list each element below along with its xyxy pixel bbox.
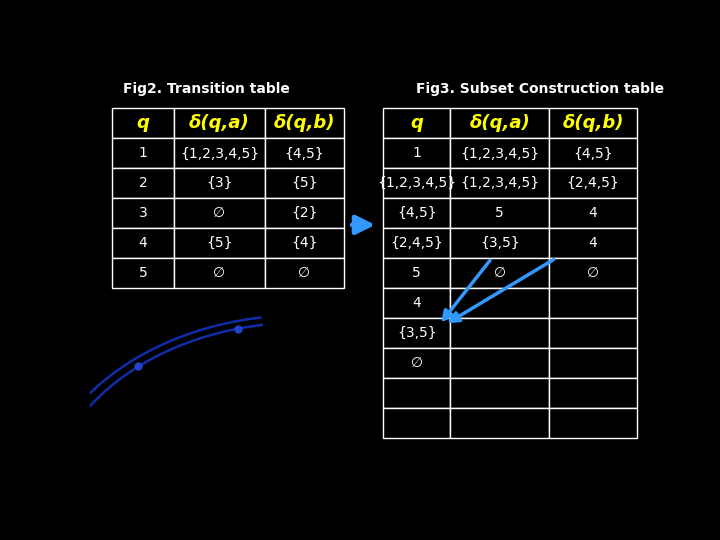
- Bar: [450, 318, 549, 348]
- Text: Fig2. Transition table: Fig2. Transition table: [124, 82, 290, 96]
- Text: δ(q,b): δ(q,b): [274, 114, 336, 132]
- Text: {5}: {5}: [292, 176, 318, 190]
- Text: {4,5}: {4,5}: [397, 206, 436, 220]
- Text: {5}: {5}: [206, 236, 233, 250]
- Text: 4: 4: [589, 236, 598, 250]
- Bar: [265, 168, 344, 198]
- Bar: [174, 228, 265, 258]
- Bar: [174, 198, 265, 228]
- Bar: [450, 198, 549, 228]
- Bar: [383, 318, 450, 348]
- Bar: [265, 198, 344, 228]
- Text: {1,2,3,4,5}: {1,2,3,4,5}: [460, 146, 539, 160]
- Bar: [549, 258, 636, 288]
- Bar: [383, 138, 450, 168]
- Text: {3}: {3}: [206, 176, 233, 190]
- Text: 5: 5: [139, 266, 148, 280]
- Bar: [112, 109, 174, 138]
- Bar: [383, 228, 450, 258]
- Bar: [265, 228, 344, 258]
- Text: {2}: {2}: [292, 206, 318, 220]
- Bar: [265, 138, 344, 168]
- Text: ∅: ∅: [410, 356, 423, 370]
- Bar: [549, 168, 636, 198]
- Bar: [383, 258, 450, 288]
- Text: 4: 4: [413, 296, 421, 310]
- Text: 1: 1: [412, 146, 421, 160]
- Text: {1,2,3,4,5}: {1,2,3,4,5}: [377, 176, 456, 190]
- Text: {2,4,5}: {2,4,5}: [390, 236, 443, 250]
- Bar: [549, 288, 636, 318]
- Bar: [549, 198, 636, 228]
- Text: {1,2,3,4,5}: {1,2,3,4,5}: [460, 176, 539, 190]
- Text: ∅: ∅: [299, 266, 310, 280]
- Bar: [265, 109, 344, 138]
- Bar: [450, 348, 549, 378]
- Bar: [450, 228, 549, 258]
- Bar: [549, 408, 636, 438]
- Bar: [265, 258, 344, 288]
- Bar: [112, 138, 174, 168]
- Bar: [174, 168, 265, 198]
- Bar: [549, 228, 636, 258]
- Bar: [549, 138, 636, 168]
- Text: 5: 5: [413, 266, 421, 280]
- Bar: [383, 348, 450, 378]
- Bar: [450, 109, 549, 138]
- Bar: [450, 408, 549, 438]
- Bar: [112, 198, 174, 228]
- Text: {4,5}: {4,5}: [284, 146, 324, 160]
- Bar: [450, 168, 549, 198]
- Bar: [549, 109, 636, 138]
- Text: 5: 5: [495, 206, 504, 220]
- Bar: [450, 288, 549, 318]
- Bar: [112, 228, 174, 258]
- Text: {4}: {4}: [292, 236, 318, 250]
- Bar: [450, 378, 549, 408]
- Bar: [450, 138, 549, 168]
- Text: ∅: ∅: [213, 206, 225, 220]
- Text: 1: 1: [138, 146, 148, 160]
- Bar: [549, 348, 636, 378]
- Text: 4: 4: [589, 206, 598, 220]
- Text: q: q: [410, 114, 423, 132]
- Bar: [450, 258, 549, 288]
- Bar: [383, 198, 450, 228]
- Text: {1,2,3,4,5}: {1,2,3,4,5}: [180, 146, 259, 160]
- Bar: [383, 168, 450, 198]
- Text: ∅: ∅: [494, 266, 506, 280]
- Text: {3,5}: {3,5}: [397, 326, 436, 340]
- Text: δ(q,b): δ(q,b): [562, 114, 624, 132]
- Bar: [174, 138, 265, 168]
- Text: 3: 3: [139, 206, 148, 220]
- Bar: [549, 318, 636, 348]
- Text: ∅: ∅: [213, 266, 225, 280]
- Bar: [174, 109, 265, 138]
- Bar: [383, 408, 450, 438]
- Text: Fig3. Subset Construction table: Fig3. Subset Construction table: [416, 82, 665, 96]
- Text: 4: 4: [139, 236, 148, 250]
- Bar: [383, 378, 450, 408]
- Bar: [383, 288, 450, 318]
- Text: {3,5}: {3,5}: [480, 236, 520, 250]
- Text: 2: 2: [139, 176, 148, 190]
- Bar: [112, 168, 174, 198]
- Bar: [112, 258, 174, 288]
- Text: δ(q,a): δ(q,a): [189, 114, 250, 132]
- Text: δ(q,a): δ(q,a): [469, 114, 530, 132]
- Bar: [174, 258, 265, 288]
- Bar: [383, 109, 450, 138]
- Text: q: q: [137, 114, 150, 132]
- Text: {4,5}: {4,5}: [573, 146, 613, 160]
- Bar: [549, 378, 636, 408]
- Text: ∅: ∅: [587, 266, 599, 280]
- Text: {2,4,5}: {2,4,5}: [567, 176, 619, 190]
